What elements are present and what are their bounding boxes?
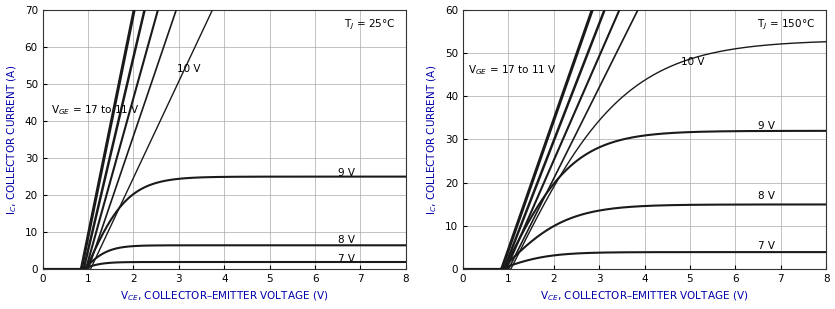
Text: 9 V: 9 V xyxy=(338,168,355,178)
Text: V$_{GE}$ = 17 to 11 V: V$_{GE}$ = 17 to 11 V xyxy=(468,63,557,77)
Text: 10 V: 10 V xyxy=(681,57,705,66)
Text: T$_J$ = 150°C: T$_J$ = 150°C xyxy=(757,17,815,32)
Text: 7 V: 7 V xyxy=(758,241,775,251)
Y-axis label: I$_C$, COLLECTOR CURRENT (A): I$_C$, COLLECTOR CURRENT (A) xyxy=(426,65,439,214)
Y-axis label: I$_C$, COLLECTOR CURRENT (A): I$_C$, COLLECTOR CURRENT (A) xyxy=(6,65,19,214)
X-axis label: V$_{CE}$, COLLECTOR–EMITTER VOLTAGE (V): V$_{CE}$, COLLECTOR–EMITTER VOLTAGE (V) xyxy=(120,290,328,303)
X-axis label: V$_{CE}$, COLLECTOR–EMITTER VOLTAGE (V): V$_{CE}$, COLLECTOR–EMITTER VOLTAGE (V) xyxy=(540,290,749,303)
Text: 9 V: 9 V xyxy=(758,121,775,132)
Text: 8 V: 8 V xyxy=(338,235,355,245)
Text: 7 V: 7 V xyxy=(338,254,355,264)
Text: T$_J$ = 25°C: T$_J$ = 25°C xyxy=(343,17,395,32)
Text: 8 V: 8 V xyxy=(758,191,775,201)
Text: 10 V: 10 V xyxy=(177,64,200,74)
Text: V$_{GE}$ = 17 to 11 V: V$_{GE}$ = 17 to 11 V xyxy=(51,103,139,117)
